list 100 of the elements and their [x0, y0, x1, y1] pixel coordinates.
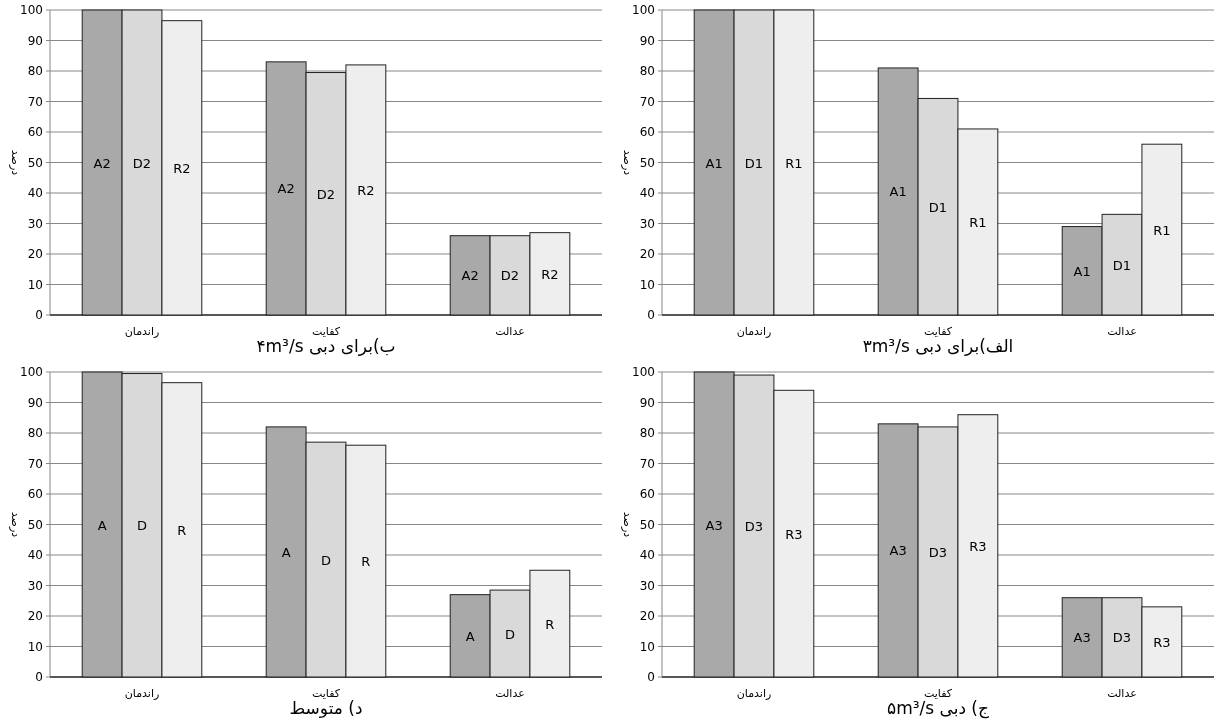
y-tick-label: 100: [632, 3, 655, 17]
series-label: R: [361, 554, 371, 570]
text: D: [320, 552, 332, 568]
text: R3: [1153, 634, 1171, 650]
text: ب)برای دبی ۴m³/s: [256, 336, 396, 356]
y-tick-label: 60: [639, 487, 655, 501]
x-tick-label: راندمان: [124, 325, 160, 338]
y-tick-label: 80: [639, 64, 655, 78]
text: R3: [969, 538, 987, 554]
text: R2: [541, 266, 559, 282]
y-tick-label: 70: [27, 456, 43, 471]
text: ج) دبی ۵m³/s: [887, 698, 990, 719]
y-tick-label: 10: [639, 639, 655, 654]
text: A2: [93, 155, 111, 171]
y-tick-label: 50: [639, 517, 655, 532]
y-tick-label: 90: [27, 33, 43, 48]
y-tick-label: 50: [27, 155, 43, 170]
series-label: D3: [744, 519, 764, 535]
text: D2: [316, 186, 336, 202]
text: د) متوسط: [289, 698, 363, 718]
text: A: [465, 628, 475, 644]
y-tick-label: 0: [35, 308, 43, 322]
y-tick-label: 40: [639, 548, 655, 562]
y-tick-label: 40: [639, 186, 655, 200]
series-label: A1: [705, 155, 723, 171]
y-tick-label: 60: [27, 487, 43, 501]
x-tick-label: عدالت: [1107, 687, 1137, 700]
series-label: R3: [785, 526, 803, 542]
series-label: D1: [744, 155, 764, 171]
series-label: A: [97, 517, 107, 533]
y-tick-label: 30: [27, 216, 43, 231]
y-axis-title: درصد: [9, 149, 22, 176]
y-tick-label: 0: [647, 308, 655, 322]
y-tick-label: 90: [639, 395, 655, 410]
y-tick-label: 80: [27, 426, 43, 440]
text: D3: [1112, 630, 1132, 646]
x-tick-label: کفایت: [923, 325, 953, 338]
y-tick-label: 0: [35, 670, 43, 684]
text: A2: [461, 268, 479, 284]
text: R2: [173, 160, 191, 176]
y-tick-label: 40: [27, 186, 43, 200]
y-axis-title: درصد: [621, 511, 634, 538]
text: D2: [132, 155, 152, 171]
y-tick-label: 70: [639, 456, 655, 471]
y-tick-label: 100: [20, 365, 43, 379]
x-tick-label: عدالت: [495, 687, 525, 700]
text: D3: [928, 544, 948, 560]
text: R1: [1153, 222, 1171, 238]
x-tick-label: راندمان: [736, 325, 772, 338]
y-axis-title: درصد: [621, 149, 634, 176]
x-tick-label: عدالت: [1107, 325, 1137, 338]
x-tick-label: عدالت: [495, 325, 525, 338]
x-tick-label: کفایت: [311, 687, 341, 700]
series-label: D: [504, 626, 516, 642]
y-tick-label: 0: [647, 670, 655, 684]
y-tick-label: 100: [20, 3, 43, 17]
y-axis-title: درصد: [9, 511, 22, 538]
y-tick-label: 30: [639, 216, 655, 231]
series-label: A3: [705, 517, 723, 533]
y-tick-label: 90: [27, 395, 43, 410]
y-tick-label: 30: [27, 578, 43, 593]
text: A1: [1073, 263, 1091, 279]
y-tick-label: 60: [27, 125, 43, 139]
y-tick-label: 50: [27, 517, 43, 532]
text: A3: [1073, 630, 1091, 646]
text: D: [136, 518, 148, 534]
series-label: A2: [277, 181, 295, 197]
x-tick-label: راندمان: [124, 687, 160, 700]
text: R: [177, 522, 187, 538]
y-tick-label: 80: [639, 426, 655, 440]
y-tick-label: 70: [639, 94, 655, 109]
y-tick-label: 80: [27, 64, 43, 78]
series-label: R1: [785, 155, 803, 171]
y-tick-label: 10: [27, 639, 43, 654]
text: A3: [889, 543, 907, 559]
text: A1: [889, 184, 907, 200]
text: R1: [969, 214, 987, 230]
series-label: D2: [500, 268, 520, 284]
y-tick-label: 60: [639, 125, 655, 139]
text: الف)برای دبی ۳m³/s: [862, 336, 1014, 356]
y-tick-label: 30: [639, 578, 655, 593]
text: D1: [1112, 257, 1132, 273]
y-tick-label: 10: [27, 277, 43, 292]
text: D1: [928, 199, 948, 215]
y-tick-label: 70: [27, 94, 43, 109]
x-tick-label: کفایت: [311, 325, 341, 338]
y-tick-label: 20: [27, 609, 43, 623]
y-tick-label: 10: [639, 277, 655, 292]
y-tick-label: 100: [632, 365, 655, 379]
x-tick-label: راندمان: [736, 687, 772, 700]
x-tick-label: کفایت: [923, 687, 953, 700]
y-tick-label: 20: [639, 247, 655, 261]
y-tick-label: 40: [27, 548, 43, 562]
y-tick-label: 90: [639, 33, 655, 48]
y-tick-label: 50: [639, 155, 655, 170]
series-label: R2: [357, 182, 375, 198]
text: R: [545, 616, 555, 632]
text: A: [281, 544, 291, 560]
y-tick-label: 20: [27, 247, 43, 261]
y-tick-label: 20: [639, 609, 655, 623]
